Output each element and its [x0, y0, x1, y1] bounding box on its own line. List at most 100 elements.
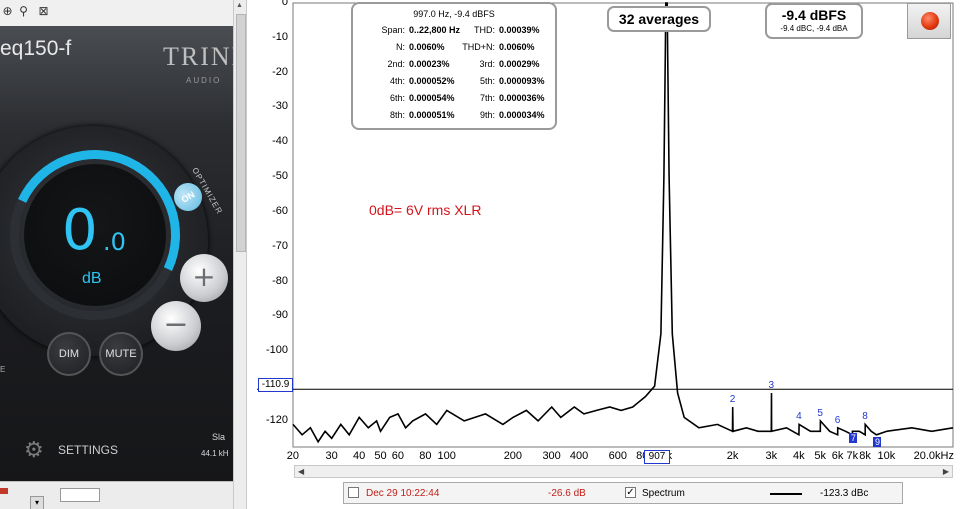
info-key: N:: [396, 42, 405, 52]
slider-field[interactable]: [60, 488, 100, 502]
edge-label: E: [0, 365, 6, 374]
y-tick-label: -90: [272, 309, 288, 322]
volume-unit: dB: [82, 270, 102, 287]
harmonic-marker[interactable]: 4: [796, 411, 802, 423]
x-tick-label: 10k: [877, 450, 896, 462]
trace-checkbox[interactable]: [348, 487, 359, 498]
y-tick-label: 0: [281, 0, 288, 8]
scroll-up-icon[interactable]: ▲: [236, 2, 243, 9]
x-tick-label: 50: [374, 450, 387, 462]
settings-label: SETTINGS: [58, 443, 119, 457]
trace-level: -26.6 dB: [548, 488, 586, 499]
x-tick-label: 20.0kHz: [913, 450, 954, 462]
harmonic-marker[interactable]: 5: [817, 407, 823, 419]
scroll-right-icon[interactable]: ▶: [942, 467, 949, 476]
info-key: THD:: [474, 25, 495, 35]
level-readout: -9.4 dBFS -9.4 dBC, -9.4 dBA: [765, 3, 863, 39]
y-tick-label: -40: [272, 135, 288, 148]
info-value: 0.0060%: [409, 42, 445, 52]
info-value: 0.000093%: [499, 76, 545, 86]
x-tick-label: 60: [391, 450, 405, 462]
x-tick-label: 20: [286, 450, 300, 462]
record-icon: [921, 12, 939, 30]
info-value: 0.00023%: [409, 59, 450, 69]
spectrum-analyzer: 0-10-20-30-40-50-60-70-80-90-100-110-120…: [247, 0, 975, 509]
trace-legend-bar: Dec 29 10:22:44 -26.6 dB ✓ Spectrum -123…: [343, 482, 903, 504]
harmonic-marker[interactable]: 9: [873, 436, 882, 447]
averages-badge: 32 averages: [607, 6, 711, 32]
volume-decimal: .0: [103, 228, 126, 256]
dim-button[interactable]: DIM: [47, 332, 91, 376]
info-key: 7th:: [479, 93, 495, 103]
x-tick-label: 6k: [831, 450, 844, 462]
y-tick-label: -50: [272, 170, 288, 183]
info-key: THD+N:: [462, 42, 495, 52]
vertical-scrollbar[interactable]: ▲: [233, 0, 247, 509]
trace-dbc-value: -123.3 dBc: [820, 488, 869, 499]
zoom-icon[interactable]: ⚲: [19, 4, 28, 18]
spectrum-checkbox[interactable]: ✓: [625, 487, 636, 498]
zoom-in-icon[interactable]: ⊕: [2, 4, 13, 18]
info-key: 4th:: [389, 76, 405, 86]
x-tick-label: 30: [325, 450, 338, 462]
y-tick-label: -100: [265, 344, 288, 357]
harmonic-marker[interactable]: 2: [729, 393, 736, 405]
volume-value: 0: [62, 198, 98, 263]
info-value: 0.000054%: [409, 93, 455, 103]
y-tick-label: -20: [272, 65, 288, 78]
trace-timestamp: Dec 29 10:22:44: [366, 488, 440, 499]
spectrum-label: Spectrum: [642, 488, 685, 499]
x-tick-label: 3k: [765, 450, 778, 462]
y-tick-label: -70: [272, 239, 288, 252]
volume-down-button[interactable]: −: [151, 301, 201, 351]
x-tick-label: 8k: [859, 450, 871, 462]
trace-line-swatch: [770, 493, 802, 495]
x-tick-label: 4k: [793, 450, 805, 462]
scrollbar-thumb[interactable]: [236, 14, 246, 252]
dropdown-arrow-icon[interactable]: ▾: [30, 496, 44, 509]
select-icon[interactable]: ⊠: [38, 4, 49, 18]
frequency-cursor-label[interactable]: 907: [644, 450, 670, 464]
level-weighted: -9.4 dBC, -9.4 dBA: [780, 24, 848, 33]
level-cursor-label[interactable]: -110.9: [258, 378, 293, 392]
info-value: 0.000034%: [499, 110, 545, 120]
device-title: eq150-f: [0, 37, 72, 60]
x-tick-label: 600: [608, 450, 628, 462]
brand-logo: TRINNO: [163, 42, 233, 71]
harmonic-marker[interactable]: 8: [862, 411, 868, 423]
y-tick-label: -10: [272, 30, 288, 43]
info-key: 3rd:: [479, 59, 495, 69]
y-tick-label: -30: [272, 100, 288, 113]
x-tick-label: 5k: [814, 450, 826, 462]
harmonic-marker[interactable]: 6: [834, 414, 841, 426]
y-tick-label: -60: [272, 204, 288, 217]
volume-display: [24, 164, 166, 306]
info-key: 2nd:: [387, 59, 405, 69]
harmonic-marker[interactable]: 7: [849, 433, 858, 444]
info-value: 0.000036%: [499, 93, 545, 103]
mute-button[interactable]: MUTE: [99, 332, 143, 376]
harmonic-marker[interactable]: 3: [768, 380, 774, 392]
info-value: 0.000051%: [409, 110, 455, 120]
left-toolbar: ⊕ ⚲ ⊠: [0, 0, 233, 27]
left-bottom-strip: ▾: [0, 481, 233, 509]
info-value: 0.000052%: [409, 76, 455, 86]
measurement-info-panel: 997.0 Hz, -9.4 dBFS Span: 0..22,800 Hz THD…: [351, 2, 557, 130]
scroll-left-icon[interactable]: ◀: [298, 467, 305, 476]
info-value: 0.0060%: [499, 42, 535, 52]
level-main: -9.4 dBFS: [781, 7, 847, 23]
gear-icon: ⚙: [24, 438, 44, 463]
info-key: Span:: [381, 25, 405, 35]
info-value: 0.00039%: [499, 25, 540, 35]
sample-rate-label: 44.1 kH: [201, 449, 229, 458]
info-key: 6th:: [389, 93, 405, 103]
record-button[interactable]: [907, 3, 951, 39]
spectrum-trace: [292, 2, 954, 444]
marker-icon: [0, 488, 8, 494]
annotation-text: 0dB= 6V rms XLR: [369, 202, 482, 218]
x-tick-label: 100: [437, 450, 456, 462]
brand-subtitle: AUDIO: [186, 76, 222, 85]
x-tick-label: 7k: [846, 450, 859, 462]
volume-up-button[interactable]: +: [180, 254, 228, 302]
horizontal-scrollbar[interactable]: ◀ ▶: [294, 465, 953, 478]
